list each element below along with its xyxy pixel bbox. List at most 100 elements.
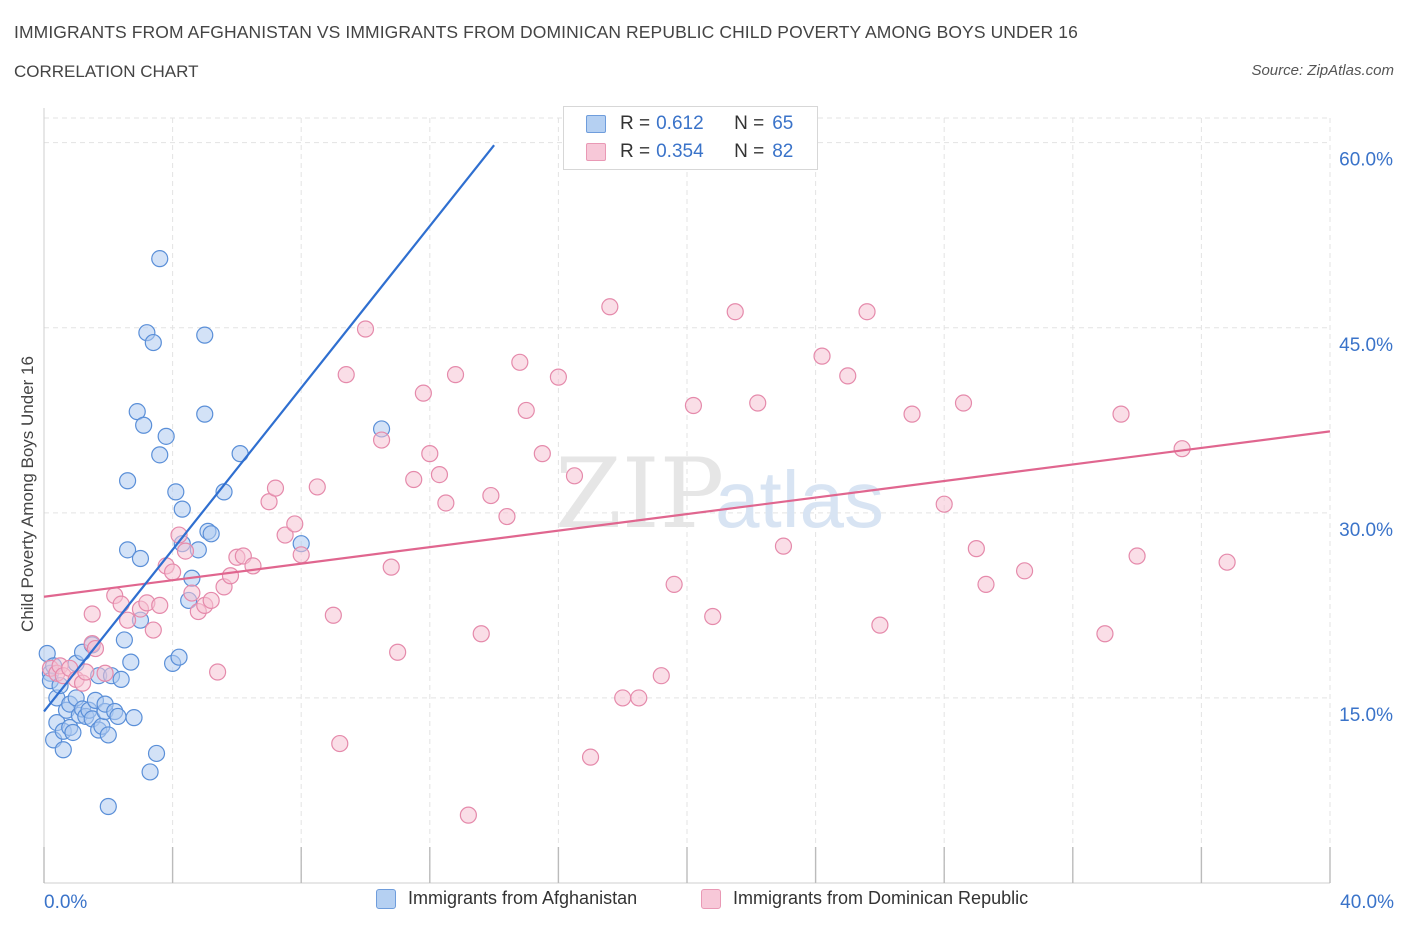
dominican-point [437,494,455,512]
dominican-point [1218,553,1236,571]
chart-subtitle: CORRELATION CHART [14,62,199,81]
afghanistan-points [38,250,391,816]
n-label: N = [734,113,765,134]
dominican-point [903,405,921,423]
dominican-point [421,445,439,463]
dominican-point [630,689,648,707]
trend-lines [43,144,1331,713]
source-credit: Source: ZipAtlas.com [1251,62,1394,79]
afghanistan-point [122,653,140,671]
dominican-point [389,643,407,661]
dominican-points [41,298,1236,824]
afghanistan-point [131,549,150,568]
dominican-point [276,526,294,544]
y-tick-label: 45.0% [1339,335,1393,356]
afghanistan-point [64,723,82,742]
afghanistan-point [141,763,159,781]
afghanistan-point [112,670,130,689]
dominican-point [749,394,767,412]
r-value: 0.612 [656,113,704,134]
afghanistan-point [170,648,188,666]
dominican-point [337,366,355,384]
afghanistan-point [147,744,166,763]
r-label: R = [620,113,651,134]
dominican-point [726,303,744,321]
afghanistan-point [115,631,133,649]
chart-title: IMMIGRANTS FROM AFGHANISTAN VS IMMIGRANT… [14,22,1078,42]
watermark: ZIP atlas [555,438,884,550]
afghanistan-point [118,472,137,490]
n-value: 65 [772,113,794,134]
dominican-point [977,575,995,594]
series-legend: Immigrants from Afghanistan Immigrants f… [0,888,1406,916]
dominican-point [96,664,114,682]
dominican-point [565,467,584,485]
afghanistan-point [99,726,117,744]
dominican-point [652,667,670,685]
dominican-point [614,689,632,707]
afghanistan-point [135,416,153,434]
dominican-point [202,591,220,610]
dominican-point [581,748,600,766]
y-tick-labels: 15.0% 30.0% 45.0% 60.0% [1339,150,1393,726]
dominican-point [83,605,101,623]
afghanistan-trend-line [43,144,495,713]
dominican-point [266,479,285,497]
afghanistan-point [54,741,72,759]
afghanistan-point [167,483,185,501]
dominican-point [164,563,182,581]
dominican-point [498,507,516,526]
dominican-point [517,401,535,420]
dominican-swatch [586,143,606,161]
dominican-point [601,298,619,316]
dominican-point [144,621,162,639]
dominican-point [813,347,831,365]
afghanistan-point [202,525,220,543]
afghanistan-point [196,326,214,344]
dominican-point [1112,405,1130,423]
dominican-trend-line [43,430,1331,598]
legend-label-dominican: Immigrants from Dominican Republic [733,888,1029,908]
afghanistan-point [151,250,169,268]
dominican-point [356,320,375,338]
dominican-point [704,607,722,626]
dominican-point [324,606,342,624]
afghanistan-point [196,405,214,423]
afghanistan-point [125,709,143,727]
correlation-legend: R = 0.612 N = 65 R = 0.354 N = 82 [563,106,818,170]
dominican-point [954,394,973,412]
dominican-point [549,368,568,386]
dominican-point [151,596,169,614]
dominican-point [774,537,793,555]
dominican-point [308,478,326,496]
dominican-point [533,445,551,463]
y-axis-label: Child Poverty Among Boys Under 16 [18,356,37,632]
dominican-point [1015,562,1034,580]
dominican-point [405,470,423,489]
dominican-point [446,366,465,384]
r-label: R = [620,141,651,162]
dominican-point [839,367,857,385]
legend-item-afghanistan[interactable]: Immigrants from Afghanistan [376,888,637,909]
y-tick-label: 60.0% [1339,150,1393,171]
dominican-point [176,542,195,560]
dominican-point [77,663,95,681]
afghanistan-point [173,500,191,518]
afghanistan-swatch [586,115,606,133]
legend-item-dominican[interactable]: Immigrants from Dominican Republic [701,888,1028,909]
dominican-point [472,625,490,643]
dominican-point [221,567,240,585]
dominican-point [684,396,703,415]
dominican-point [1128,547,1146,565]
dominican-point [459,806,477,824]
afghanistan-point [144,333,162,352]
dominican-point [967,540,985,558]
r-value: 0.354 [656,141,704,162]
dominican-point [414,384,432,402]
dominican-point [286,515,304,533]
afghanistan-point [109,707,127,726]
afghanistan-point [151,446,169,464]
dominican-legend-swatch [701,888,721,909]
watermark-zip: ZIP [555,438,724,550]
